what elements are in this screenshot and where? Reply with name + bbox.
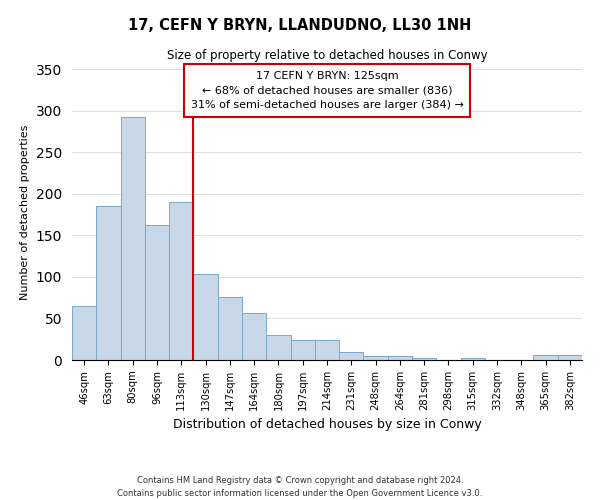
Text: 17, CEFN Y BRYN, LLANDUDNO, LL30 1NH: 17, CEFN Y BRYN, LLANDUDNO, LL30 1NH (128, 18, 472, 32)
Text: 17 CEFN Y BRYN: 125sqm
← 68% of detached houses are smaller (836)
31% of semi-de: 17 CEFN Y BRYN: 125sqm ← 68% of detached… (191, 71, 463, 110)
Y-axis label: Number of detached properties: Number of detached properties (20, 125, 31, 300)
Bar (290, 340, 315, 360)
X-axis label: Distribution of detached houses by size in Conwy: Distribution of detached houses by size … (173, 418, 481, 432)
Bar (169, 202, 193, 360)
Bar (72, 306, 96, 360)
Bar (388, 356, 412, 360)
Bar (242, 312, 266, 360)
Bar (533, 355, 558, 360)
Title: Size of property relative to detached houses in Conwy: Size of property relative to detached ho… (167, 50, 487, 62)
Bar (364, 356, 388, 360)
Bar (121, 116, 145, 360)
Bar (96, 206, 121, 360)
Bar (339, 352, 364, 360)
Text: Contains HM Land Registry data © Crown copyright and database right 2024.
Contai: Contains HM Land Registry data © Crown c… (118, 476, 482, 498)
Bar (315, 340, 339, 360)
Bar (461, 358, 485, 360)
Bar (266, 335, 290, 360)
Bar (558, 355, 582, 360)
Bar (145, 224, 169, 360)
Bar (193, 274, 218, 360)
Bar (218, 297, 242, 360)
Bar (412, 358, 436, 360)
